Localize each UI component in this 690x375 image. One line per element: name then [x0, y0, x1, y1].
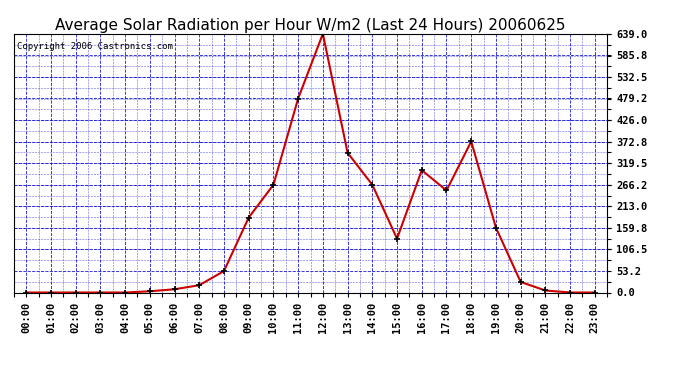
Text: Copyright 2006 Castronics.com: Copyright 2006 Castronics.com	[17, 42, 172, 51]
Title: Average Solar Radiation per Hour W/m2 (Last 24 Hours) 20060625: Average Solar Radiation per Hour W/m2 (L…	[55, 18, 566, 33]
